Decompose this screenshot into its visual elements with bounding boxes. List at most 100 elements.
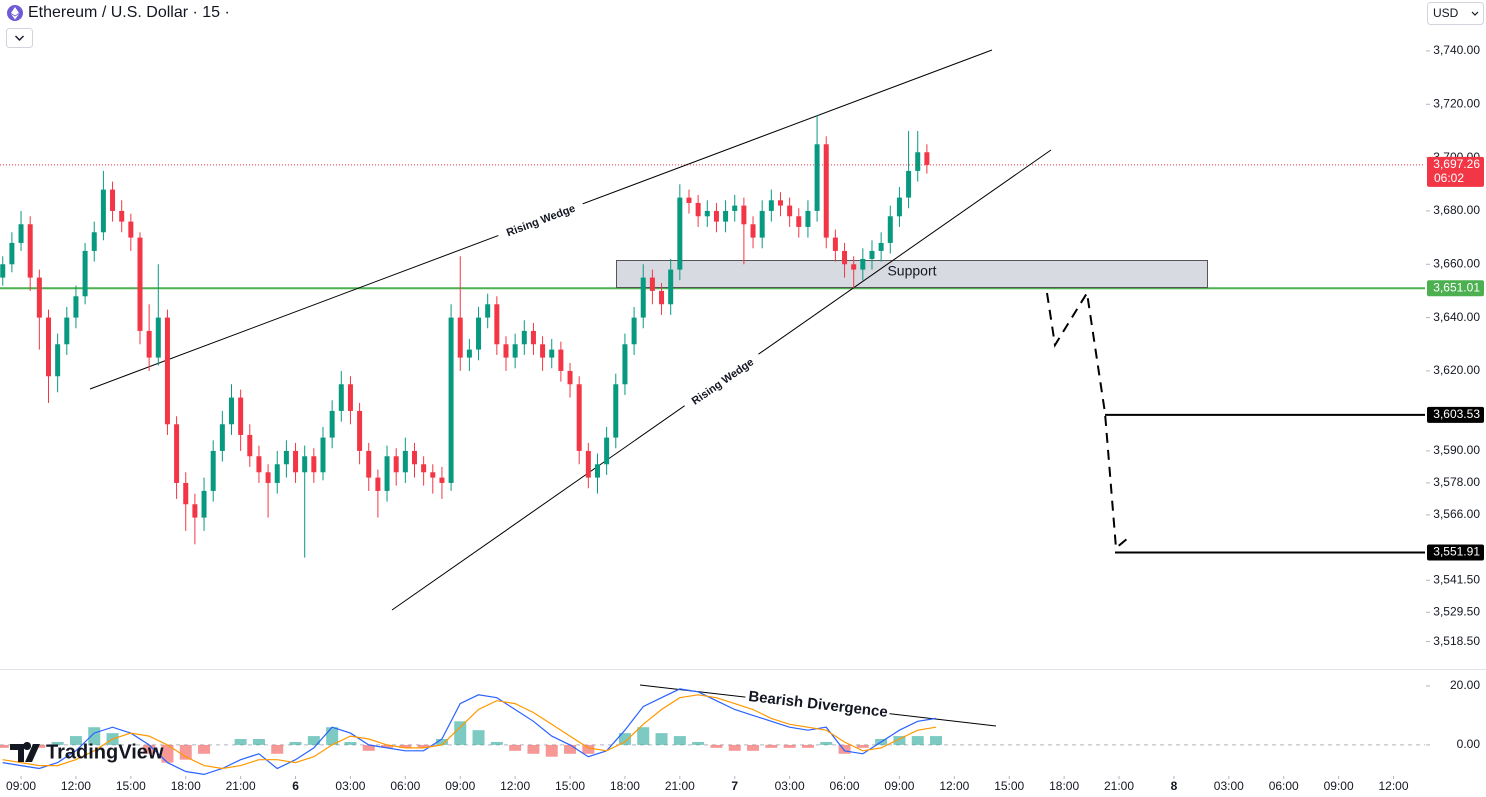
price-level-label: 3,651.01 — [1433, 280, 1480, 294]
currency-button[interactable] — [1427, 2, 1484, 25]
x-tick-label: 09:00 — [445, 779, 475, 793]
candle-body — [842, 250, 848, 265]
candle-body — [466, 349, 472, 358]
candle-body — [45, 317, 51, 377]
histogram-bar — [271, 744, 284, 754]
histogram-bar — [435, 739, 448, 745]
candle-body — [695, 202, 701, 217]
x-tick-label: 09:00 — [6, 779, 36, 793]
x-tick-label: 21:00 — [1104, 779, 1134, 793]
candle-body — [320, 437, 326, 473]
histogram-bar — [33, 744, 46, 748]
candle-body — [338, 384, 344, 411]
label-bg — [496, 198, 586, 244]
countdown: 06:02 — [1434, 171, 1464, 185]
candle-body — [759, 210, 765, 238]
x-tick-label: 21:00 — [665, 779, 695, 793]
candle-body — [640, 277, 646, 318]
candle-body — [265, 472, 271, 483]
candle-body — [119, 210, 125, 222]
histogram-bar — [509, 744, 522, 751]
histogram-bar — [637, 727, 650, 745]
candle-body — [9, 242, 15, 265]
last-price-tag — [1427, 156, 1484, 187]
candle-body — [732, 205, 738, 211]
candle-body — [741, 205, 747, 225]
candle-body — [293, 450, 299, 473]
candle-body — [494, 304, 500, 345]
candle-body — [82, 250, 88, 297]
currency-chevron — [1471, 11, 1479, 16]
price-level-tag — [1427, 544, 1484, 561]
candle-body — [540, 344, 546, 358]
histogram-bar — [728, 744, 741, 751]
histogram-bar — [399, 744, 412, 748]
histogram-bar — [344, 741, 357, 745]
histogram-bar — [143, 744, 156, 754]
y-tick-label: 3,529.50 — [1433, 604, 1480, 618]
price-level-tag — [1427, 280, 1484, 297]
price-level-label: 3,551.91 — [1433, 545, 1480, 559]
candles — [0, 114, 1425, 776]
histogram-bar — [783, 744, 796, 748]
histogram-bar — [765, 744, 778, 748]
candle-body — [238, 397, 244, 435]
price-level-label: 3,603.53 — [1433, 407, 1480, 421]
candle-body — [329, 410, 335, 438]
histogram-bar — [234, 739, 247, 745]
x-tick-label: 18:00 — [610, 779, 640, 793]
candle-body — [530, 330, 536, 345]
candle-body — [128, 221, 134, 238]
candle-body — [219, 424, 225, 451]
candle-body — [686, 197, 692, 203]
x-tick-label: 12:00 — [61, 779, 91, 793]
x-tick-label: 06:00 — [390, 779, 420, 793]
projection-path[interactable] — [1046, 290, 1129, 551]
histogram-bar — [673, 736, 686, 745]
candle-body — [823, 144, 829, 238]
histogram-bar — [618, 733, 631, 745]
histogram-bar — [179, 744, 192, 760]
candle-body — [73, 296, 79, 318]
histogram-bar — [747, 744, 760, 751]
macd-line — [2, 688, 937, 776]
support-zone[interactable] — [616, 260, 1208, 288]
candle-body — [201, 490, 207, 518]
currency-label: USD — [1433, 6, 1459, 20]
candle-body — [860, 258, 866, 270]
candle-body — [347, 384, 353, 411]
candle-body — [457, 317, 463, 358]
histogram-bar — [362, 744, 375, 751]
candle-body — [622, 344, 628, 385]
x-tick-label: 7 — [731, 779, 738, 793]
y-tick-label: 3,740.00 — [1433, 43, 1480, 57]
histogram-bar — [801, 744, 814, 748]
candle-body — [777, 200, 783, 206]
y-tick-label: 20.00 — [1450, 678, 1480, 692]
candle-body — [887, 216, 893, 243]
histogram-bar — [527, 744, 540, 754]
candle-body — [558, 349, 564, 371]
collapse-button[interactable] — [6, 28, 33, 48]
candle-body — [713, 210, 719, 222]
candle-body — [375, 477, 381, 491]
candle-body — [659, 290, 665, 305]
histogram-bar — [161, 744, 174, 763]
y-tick-label: 3,620.00 — [1433, 363, 1480, 377]
support-label: Support — [887, 263, 936, 279]
candle-body — [55, 344, 61, 377]
y-tick-label: 3,590.00 — [1433, 443, 1480, 457]
histogram-bar — [856, 744, 869, 748]
chevron — [15, 35, 24, 41]
x-tick-label: 21:00 — [226, 779, 256, 793]
candle-body — [64, 317, 70, 345]
price-level-tag — [1427, 406, 1484, 423]
candle-body — [485, 304, 491, 318]
symbol-title[interactable]: Ethereum / U.S. Dollar · 15 · — [28, 4, 230, 21]
y-tick-label: 3,566.00 — [1433, 507, 1480, 521]
macd-line — [2, 694, 937, 770]
histogram-bar — [838, 744, 851, 754]
candle-body — [91, 232, 97, 251]
x-tick-label: 03:00 — [775, 779, 805, 793]
